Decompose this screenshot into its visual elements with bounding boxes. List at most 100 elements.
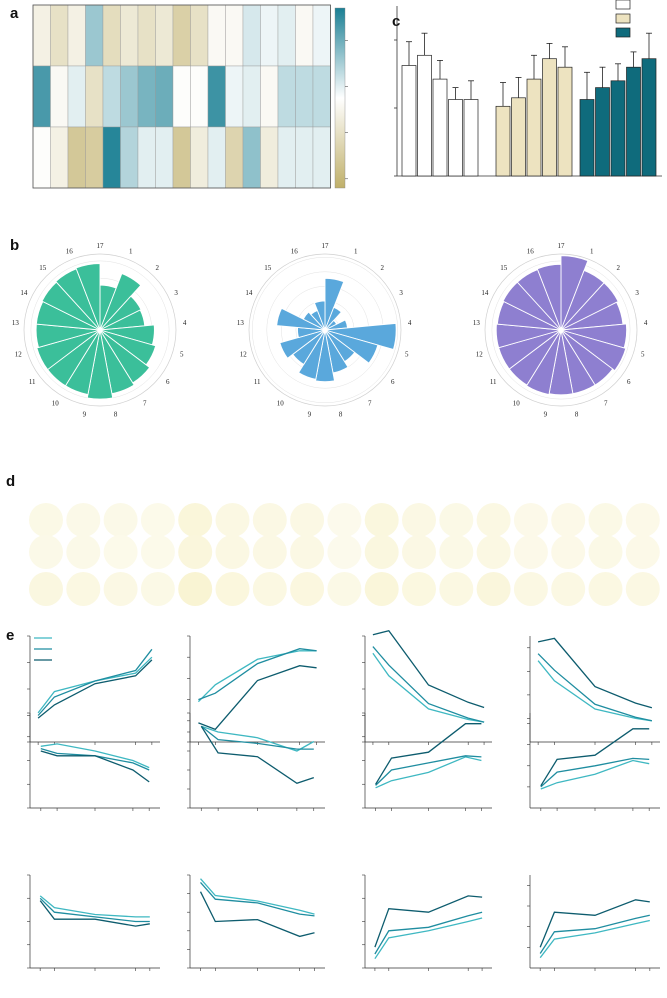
radial-bar bbox=[313, 300, 326, 331]
liquor-sample bbox=[625, 535, 660, 569]
series-line bbox=[197, 650, 317, 703]
liquor-sample bbox=[439, 503, 474, 537]
color-scale-bar bbox=[334, 7, 346, 189]
heat-cell bbox=[190, 65, 209, 128]
radar-spoke-label: 13 bbox=[12, 319, 20, 327]
heat-cell bbox=[207, 65, 226, 128]
liquor-sample bbox=[103, 535, 138, 569]
radar-spoke-label: 1 bbox=[354, 248, 358, 256]
radial-bar bbox=[314, 329, 336, 383]
heat-cell bbox=[120, 65, 139, 128]
radar-spoke-label: 13 bbox=[473, 319, 481, 327]
radial-bar bbox=[560, 329, 627, 372]
line-chart bbox=[187, 712, 325, 811]
series-line bbox=[374, 917, 483, 960]
liquor-sample bbox=[178, 572, 213, 606]
radar-spoke-label: 15 bbox=[264, 264, 272, 272]
liquor-sample bbox=[29, 535, 63, 569]
liquor-sample bbox=[513, 503, 548, 537]
series-line bbox=[40, 747, 150, 771]
radar-spoke-label: 14 bbox=[481, 289, 489, 297]
series-line bbox=[37, 659, 153, 719]
liquor-sample bbox=[327, 535, 362, 569]
radar-spoke-label: 10 bbox=[513, 399, 521, 407]
panel-label-d: d bbox=[6, 473, 15, 490]
radar-spoke-label: 15 bbox=[39, 264, 47, 272]
heat-cell bbox=[242, 65, 261, 128]
series-line bbox=[199, 891, 315, 938]
heat-cell bbox=[137, 65, 156, 128]
radar-spoke-label: 12 bbox=[476, 350, 484, 358]
heat-cell bbox=[225, 4, 244, 67]
liquor-sample bbox=[625, 503, 660, 537]
radial-bar bbox=[75, 263, 101, 331]
legend-swatch bbox=[615, 13, 631, 24]
series-line bbox=[200, 725, 315, 785]
heat-cell bbox=[295, 126, 314, 189]
liquor-sample bbox=[103, 503, 138, 537]
liquor-sample bbox=[290, 503, 325, 537]
series-line bbox=[40, 743, 150, 769]
bar bbox=[511, 97, 526, 177]
radial-bar bbox=[36, 329, 101, 371]
radar-spoke-label: 10 bbox=[277, 399, 285, 407]
radar-spoke-label: 2 bbox=[156, 264, 160, 272]
radar-spoke-label: 14 bbox=[245, 289, 253, 297]
panel-label-c: c bbox=[392, 13, 400, 30]
heat-cell bbox=[190, 4, 209, 67]
liquor-sample bbox=[103, 572, 138, 606]
heat-cell bbox=[295, 65, 314, 128]
radar-spoke-label: 4 bbox=[408, 319, 412, 327]
radar-spoke-label: 9 bbox=[83, 411, 87, 419]
series-line bbox=[39, 897, 150, 923]
bar bbox=[542, 58, 557, 177]
radar-spoke-label: 17 bbox=[558, 242, 566, 250]
radial-bar bbox=[495, 323, 562, 349]
heat-cell bbox=[225, 65, 244, 128]
liquor-sample bbox=[215, 572, 250, 606]
liquor-sample bbox=[215, 503, 250, 537]
series-line bbox=[372, 646, 485, 723]
liquor-sample bbox=[66, 503, 101, 537]
heat-cell bbox=[260, 65, 279, 128]
radar-spoke-label: 10 bbox=[52, 399, 60, 407]
heat-cell bbox=[85, 4, 104, 67]
heat-cell bbox=[260, 4, 279, 67]
bar bbox=[557, 66, 573, 177]
heat-cell bbox=[277, 65, 296, 128]
liquor-sample bbox=[588, 535, 623, 569]
line-chart bbox=[27, 874, 160, 971]
heat-cell bbox=[242, 126, 261, 189]
radar-spoke-label: 3 bbox=[174, 289, 178, 297]
liquor-sample bbox=[327, 572, 362, 606]
liquor-sample bbox=[625, 572, 660, 606]
radar-spoke-label: 8 bbox=[575, 411, 579, 419]
line-chart bbox=[27, 712, 160, 811]
radar-spoke-label: 5 bbox=[405, 350, 409, 358]
bar bbox=[526, 78, 542, 177]
series-line bbox=[201, 725, 315, 752]
bar bbox=[626, 66, 641, 177]
radial-bar bbox=[560, 282, 619, 331]
panel-label-a: a bbox=[10, 5, 19, 22]
series-line bbox=[39, 895, 150, 918]
radar-spoke-label: 1 bbox=[590, 248, 594, 256]
legend-swatch bbox=[615, 0, 631, 10]
heat-cell bbox=[67, 65, 86, 128]
liquor-sample bbox=[252, 572, 287, 606]
heat-cell bbox=[312, 126, 331, 189]
liquor-sample bbox=[290, 572, 325, 606]
heat-cell bbox=[172, 126, 191, 189]
liquor-sample bbox=[66, 535, 101, 569]
liquor-sample bbox=[513, 572, 548, 606]
liquor-sample bbox=[29, 572, 63, 606]
radar-spoke-label: 4 bbox=[644, 319, 648, 327]
liquor-sample bbox=[588, 572, 623, 606]
series-line bbox=[198, 665, 317, 731]
series-line bbox=[375, 756, 482, 789]
radar-spoke-label: 8 bbox=[339, 411, 343, 419]
heat-cell bbox=[312, 4, 331, 67]
